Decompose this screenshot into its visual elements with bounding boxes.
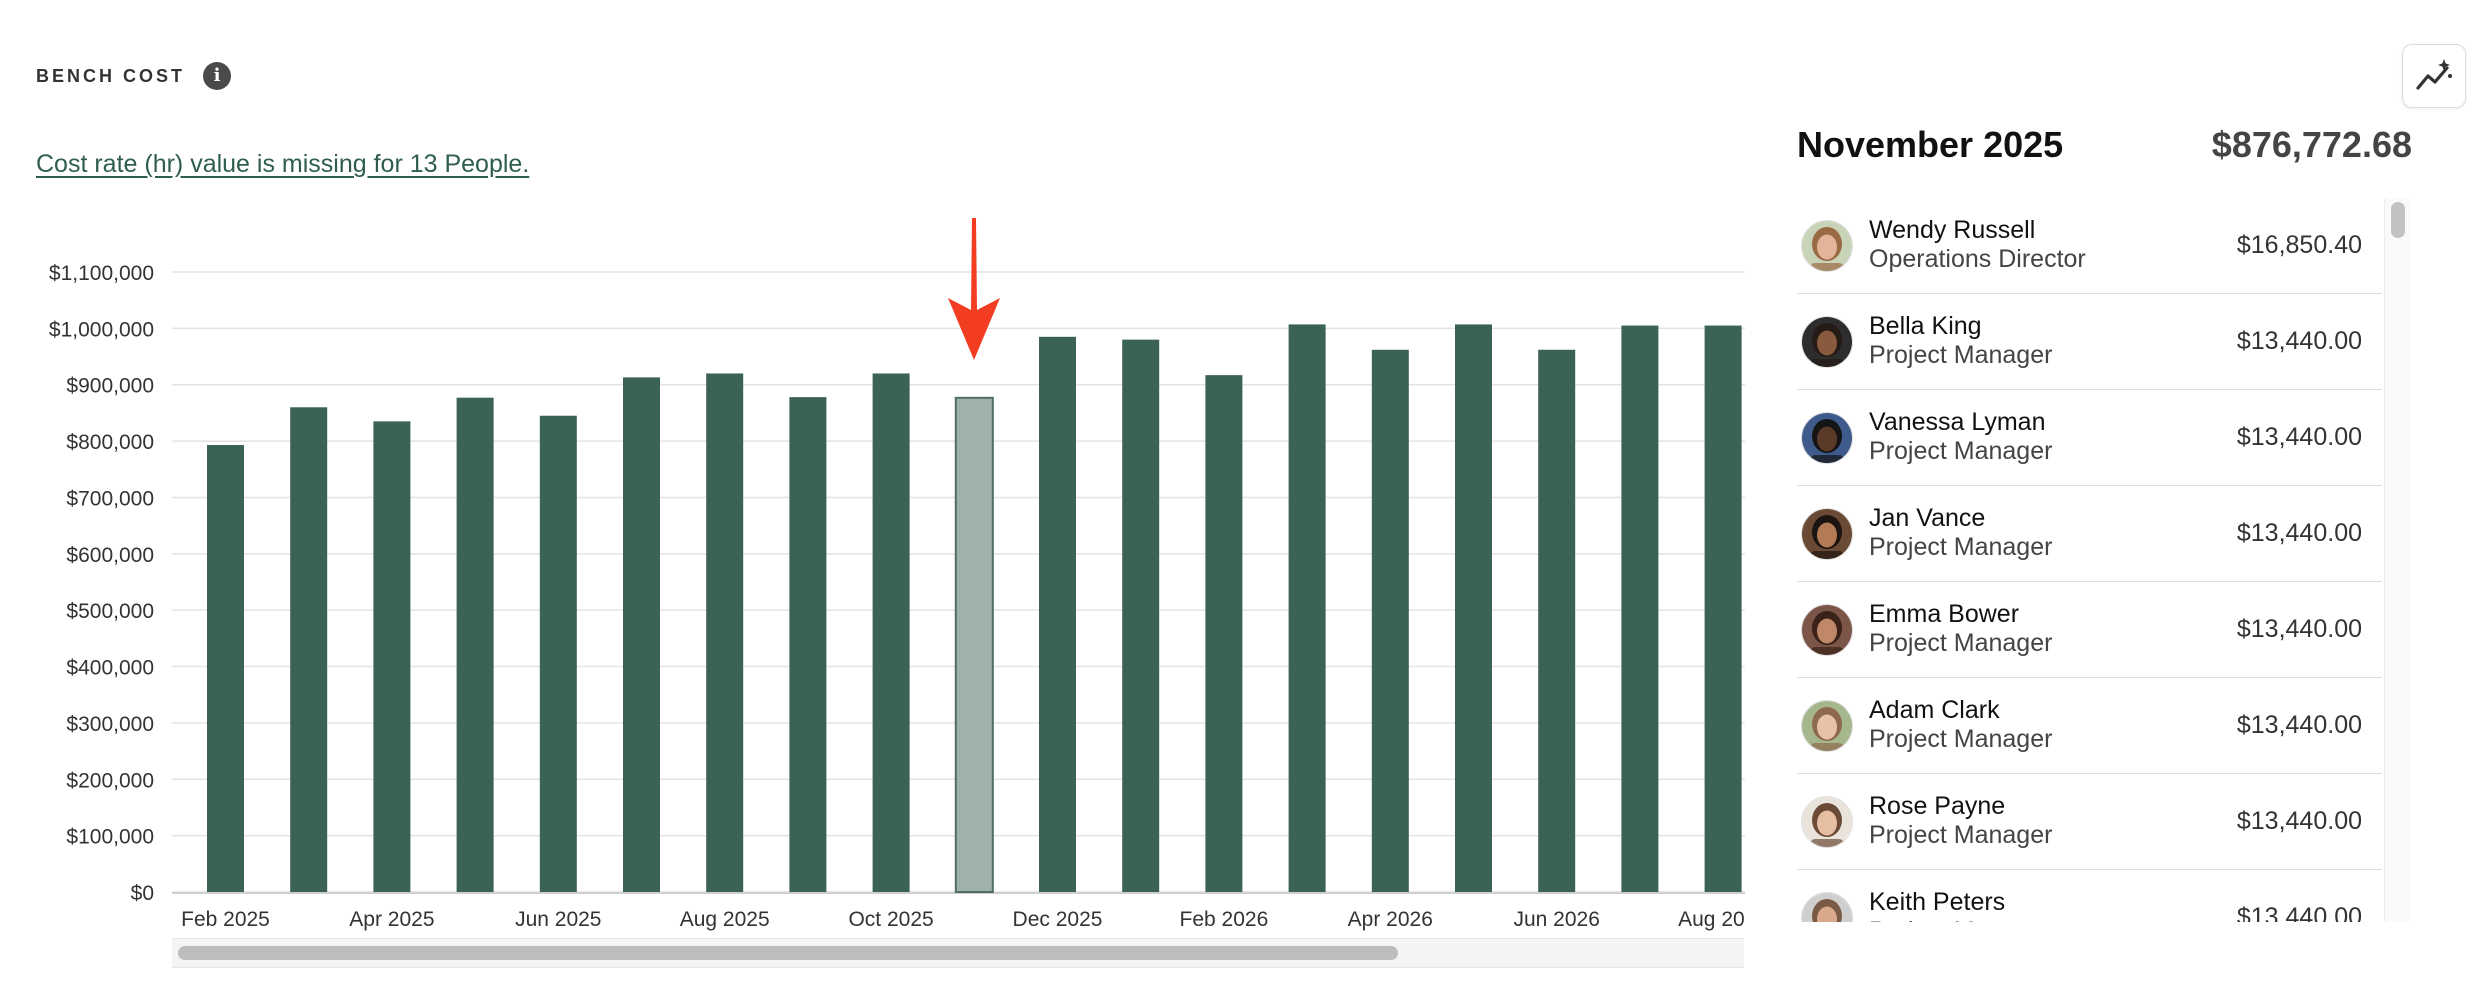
y-tick-label: $600,000 [66,544,154,567]
bar[interactable] [1288,324,1326,892]
person-role: Project Manager [1869,917,2052,922]
y-tick-label: $500,000 [66,600,154,623]
trend-insights-button[interactable] [2402,44,2466,108]
bar[interactable] [1122,339,1160,892]
avatar [1801,220,1853,272]
people-list[interactable]: Wendy Russell Operations Director $16,850.… [1797,198,2382,922]
y-tick-label: $0 [131,882,154,905]
person-name: Adam Clark [1869,696,2000,724]
bar[interactable] [1205,375,1243,892]
bar-chart-svg: $0 $100,000 $200,000 $300,000 $400,000 $500,0… [49,262,1745,931]
person-name: Bella King [1869,312,1982,340]
chart-title: BENCH COST [36,65,186,86]
bar-selected[interactable] [954,396,994,893]
bar[interactable] [373,421,411,892]
x-tick-label: Oct 2025 [848,908,933,931]
chart-horizontal-scrollbar[interactable] [172,938,1744,968]
x-tick-label: Jun 2026 [1513,908,1599,931]
bar[interactable] [1039,336,1076,892]
person-row[interactable]: Adam Clark Project Manager $13,440.00 [1797,678,2382,774]
person-name: Jan Vance [1869,504,1986,532]
person-row[interactable]: Bella King Project Manager $13,440.00 [1797,294,2382,390]
avatar [1801,508,1853,560]
chart-scrollbar-thumb[interactable] [178,946,1398,960]
y-tick-label: $900,000 [66,375,154,398]
bar[interactable] [1704,325,1742,892]
bar[interactable] [1455,324,1492,892]
person-cost: $13,440.00 [2236,519,2362,547]
bar[interactable] [539,415,577,892]
avatar [1801,700,1853,752]
person-cost: $13,440.00 [2236,903,2362,922]
y-tick-label: $800,000 [66,431,154,454]
bar[interactable] [1621,325,1659,892]
bar[interactable] [706,373,744,892]
person-cost: $13,440.00 [2236,807,2362,835]
person-row[interactable]: Wendy Russell Operations Director $16,850.… [1797,198,2382,294]
missing-cost-rate-link[interactable]: Cost rate (hr) value is missing for 13 P… [36,150,530,178]
x-tick-label: Feb 2025 [181,908,270,931]
avatar [1801,604,1853,656]
person-role: Project Manager [1869,437,2053,465]
x-tick-label: Apr 2025 [349,908,434,931]
avatar [1801,316,1853,368]
x-tick-label: Aug 2025 [680,908,770,931]
bar[interactable] [456,397,494,892]
person-row[interactable]: Emma Bower Project Manager $13,440.00 [1797,582,2382,678]
x-tick-label: Aug 2026 [1678,908,1745,931]
person-name: Keith Peters [1869,888,2006,916]
y-tick-label: $700,000 [66,487,154,510]
person-name: Emma Bower [1869,600,2020,628]
bar[interactable] [1371,349,1409,892]
bench-cost-chart: $0 $100,000 $200,000 $300,000 $400,000 $500,0… [0,210,1745,980]
person-name: Rose Payne [1869,792,2006,820]
people-list-scrollbar[interactable] [2384,198,2411,922]
person-role: Project Manager [1869,629,2053,657]
person-role: Operations Director [1869,245,2086,273]
person-name: Wendy Russell [1869,216,2036,244]
bar[interactable] [789,397,827,892]
bar[interactable] [623,377,660,892]
person-cost: $13,440.00 [2236,615,2362,643]
person-role: Project Manager [1869,533,2053,561]
y-tick-label: $200,000 [66,769,154,792]
person-cost: $13,440.00 [2236,423,2362,451]
person-row[interactable]: Keith PetersProject Manager $13,440.00 [1797,870,2382,922]
bar[interactable] [290,407,328,892]
y-tick-label: $1,100,000 [49,262,154,285]
person-cost: $13,440.00 [2236,711,2362,739]
bar[interactable] [207,445,244,892]
avatar [1801,796,1853,848]
people-list-scrollbar-thumb[interactable] [2391,202,2405,238]
panel-month-total: $876,772.68 [2211,124,2412,165]
person-row[interactable]: Vanessa Lyman Project Manager $13,440.00 [1797,390,2382,486]
person-cost: $16,850.40 [2236,231,2362,259]
person-role: Project Manager [1869,725,2053,753]
person-role: Project Manager [1869,821,2053,849]
avatar [1801,412,1853,464]
y-tick-label: $1,000,000 [49,318,154,341]
x-tick-label: Apr 2026 [1348,908,1433,931]
trend-sparkle-icon [2416,59,2452,90]
y-tick-label: $300,000 [66,713,154,736]
x-tick-label: Dec 2025 [1013,908,1103,931]
x-tick-label: Feb 2026 [1180,908,1269,931]
chart-header: BENCH COST i [36,62,232,90]
person-name: Vanessa Lyman [1869,408,2046,436]
bar[interactable] [872,373,910,892]
info-icon[interactable]: i [203,62,232,90]
y-tick-label: $400,000 [66,657,154,680]
panel-month-title: November 2025 [1797,124,2064,165]
arrow-down-icon [948,218,1000,360]
bar[interactable] [1538,349,1576,892]
person-row[interactable]: Jan Vance Project Manager $13,440.00 [1797,486,2382,582]
person-row[interactable]: Rose Payne Project Manager $13,440.00 [1797,774,2382,870]
avatar [1801,892,1853,922]
person-role: Project Manager [1869,341,2053,369]
x-tick-label: Jun 2025 [515,908,601,931]
y-tick-label: $100,000 [66,826,154,849]
person-cost: $13,440.00 [2236,327,2362,355]
